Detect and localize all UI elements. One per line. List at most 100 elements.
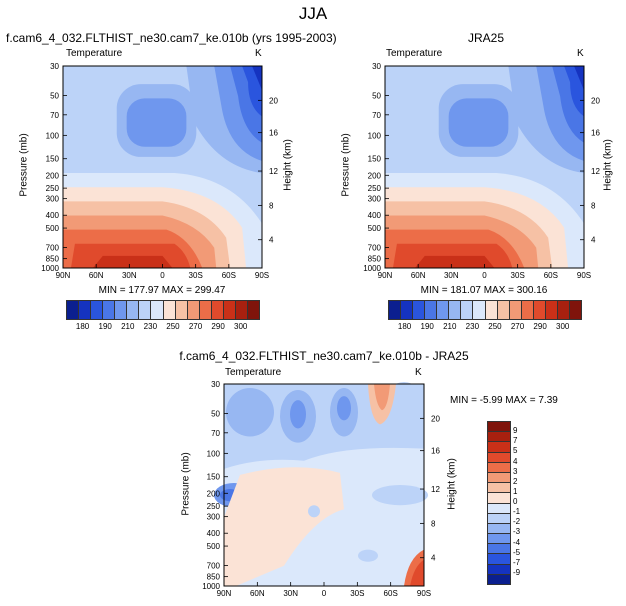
panel1-colorbar-swatch (163, 301, 176, 319)
p1-ytick-label: 250 (368, 184, 382, 193)
p2-pos-plume-2 (374, 384, 390, 411)
panel1-colorbar-swatch (115, 301, 128, 319)
panel3-title: f.cam6_4_032.FLTHIST_ne30.cam7_ke.010b -… (179, 349, 469, 363)
p0-htick-label: 20 (269, 96, 278, 105)
panel2-colorbar-label: 230 (465, 322, 480, 331)
p1-ytick-label: 150 (368, 155, 382, 164)
p0-htick-label: 4 (269, 236, 274, 245)
panel1-colorbar-swatch (67, 301, 80, 319)
p2-pos-mid (224, 467, 344, 586)
panel2-ylabel-right: Height (km) (602, 139, 614, 191)
panel2-colorbar-swatch (449, 301, 462, 319)
panel3-colorbar-label: 4 (513, 456, 518, 466)
panel1-stats: MIN = 177.97 MAX = 299.47 (98, 285, 226, 296)
p0-trop-inner (126, 98, 187, 147)
panel3-colorbar (487, 421, 511, 585)
p1-xtick-label: 30N (444, 271, 459, 280)
p1-ytick-label: 500 (368, 224, 382, 233)
panel2-colorbar-swatch (437, 301, 450, 319)
p2-pos-ant-2 (410, 559, 424, 586)
panel3-colorbar-swatch (488, 503, 510, 514)
panel1-colorbar-label: 230 (143, 322, 158, 331)
panel1-ylabel: Pressure (mb) (18, 133, 30, 197)
p2-xtick-label: 90S (417, 589, 431, 598)
panel2-colorbar-label: 190 (420, 322, 434, 331)
p2-ytick-label: 400 (207, 529, 221, 538)
panel2-colorbar-label: 180 (397, 322, 412, 331)
p2-htick-label: 8 (431, 519, 436, 528)
panel2-stats: MIN = 181.07 MAX = 300.16 (420, 285, 548, 296)
panel3-colorbar-label: -2 (513, 517, 521, 527)
p2-neg-low (358, 549, 378, 562)
panel1-colorbar-label: 210 (121, 322, 135, 331)
p2-xtick-label: 0 (322, 589, 327, 598)
p0-xtick-label: 0 (160, 271, 165, 280)
panel1-colorbar-swatch (199, 301, 212, 319)
panel2-colorbar-swatch (389, 301, 402, 319)
panel2-colorbar-swatch (533, 301, 546, 319)
panel3-colorbar-swatch (488, 483, 510, 494)
p0-ytick-label: 400 (46, 211, 60, 220)
panel2-variable: Temperature (386, 48, 443, 59)
p2-ytick-label: 1000 (202, 582, 220, 591)
panel2-colorbar-swatch (425, 301, 438, 319)
panel3-colorbar-swatch (488, 544, 510, 555)
panel1-colorbar-swatch (127, 301, 140, 319)
panel2-colorbar (388, 300, 582, 320)
panel3-colorbar-swatch (488, 493, 510, 504)
p2-htick-label: 12 (431, 485, 440, 494)
p0-ytick-label: 1000 (41, 264, 59, 273)
panel3-colorbar-label: 9 (513, 426, 518, 436)
p1-ytick-label: 100 (368, 131, 382, 140)
p1-xtick-label: 90N (378, 271, 393, 280)
p2-ytick-label: 500 (207, 542, 221, 551)
panel1-colorbar-swatch (139, 301, 152, 319)
p1-xtick-label: 60N (411, 271, 426, 280)
panel1-colorbar-label: 300 (234, 322, 248, 331)
panel2-colorbar-label: 270 (510, 322, 525, 331)
panel2-colorbar-swatch (557, 301, 570, 319)
p2-htick-label: 16 (431, 447, 440, 456)
panel2-colorbar-swatch (569, 301, 581, 319)
p1-htick-label: 12 (591, 167, 600, 176)
p0-ytick-label: 850 (46, 255, 60, 264)
panel1-colorbar-label: 180 (75, 322, 90, 331)
p2-ytick-label: 30 (211, 380, 220, 389)
panel3-colorbar-label: -5 (513, 547, 521, 557)
p0-htick-label: 16 (269, 129, 278, 138)
p2-xtick-label: 60S (384, 589, 398, 598)
p0-xtick-label: 60S (222, 271, 236, 280)
p0-htick-label: 8 (269, 201, 274, 210)
p2-neg-trop-r (372, 485, 428, 506)
p1-ytick-label: 1000 (363, 264, 381, 273)
p1-ytick-label: 70 (372, 111, 381, 120)
panel2-colorbar-swatch (413, 301, 426, 319)
p2-ytick-label: 200 (207, 489, 221, 498)
p0-ytick-label: 700 (46, 243, 60, 252)
panel1-colorbar-swatch (103, 301, 116, 319)
panel3-colorbar-label: -4 (513, 537, 521, 547)
p0-ytick-label: 250 (46, 184, 60, 193)
p1-warm-7 (414, 255, 495, 268)
panel1-colorbar-label: 190 (98, 322, 112, 331)
p1-ytick-label: 300 (368, 195, 382, 204)
p1-trop-inner (448, 98, 509, 147)
p0-ytick-label: 100 (46, 131, 60, 140)
panel1-colorbar-swatch (91, 301, 104, 319)
p2-ytick-label: 250 (207, 502, 221, 511)
panel3-colorbar-label: 0 (513, 497, 518, 506)
p1-ytick-label: 400 (368, 211, 382, 220)
p0-xtick-label: 90N (56, 271, 71, 280)
panel1-colorbar-label: 290 (211, 322, 225, 331)
panel3-colorbar-swatch (488, 462, 510, 473)
panel3-colorbar-label: -9 (513, 567, 521, 577)
p1-xtick-label: 30S (511, 271, 525, 280)
panel1-colorbar-swatch (175, 301, 188, 319)
panel3-colorbar-swatch (488, 564, 510, 575)
panel3-colorbar-label: -3 (513, 527, 521, 537)
panel1-colorbar (66, 300, 260, 320)
p2-neg-a (226, 388, 274, 437)
p2-ytick-label: 300 (207, 513, 221, 522)
p2-neg-c (290, 400, 306, 429)
p2-ytick-label: 700 (207, 561, 221, 570)
